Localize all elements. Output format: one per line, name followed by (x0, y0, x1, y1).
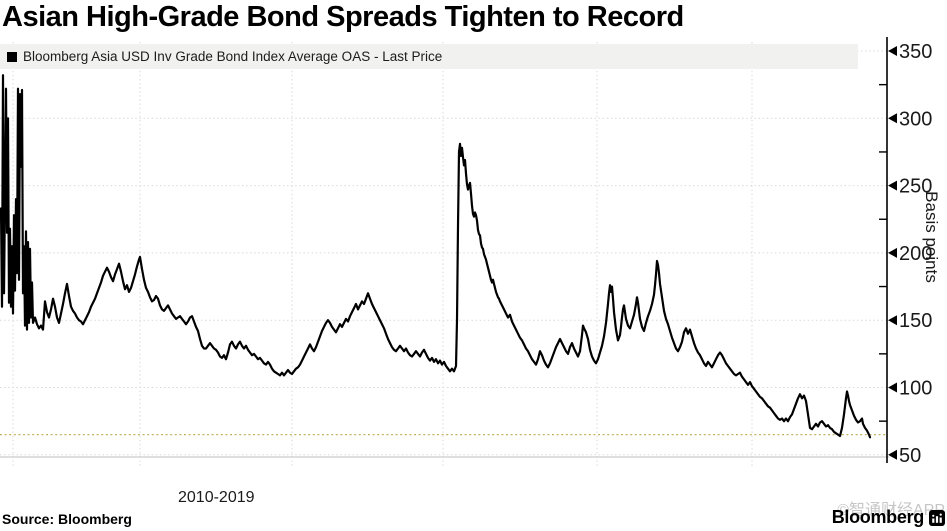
y-tick-label: 100 (899, 378, 932, 400)
source-attribution: Source: Bloomberg (2, 511, 132, 527)
bloomberg-brand: Bloomberg (832, 507, 945, 528)
y-tick-label: 300 (899, 108, 932, 130)
y-major-tick-arrow-icon (888, 46, 897, 56)
y-major-tick-arrow-icon (888, 113, 897, 124)
y-tick-label: 200 (899, 243, 932, 265)
bloomberg-terminal-icon (929, 509, 945, 526)
y-tick-label: 50 (899, 445, 921, 467)
y-axis-title: Basis points (922, 191, 941, 283)
y-major-tick-arrow-icon (888, 247, 897, 258)
bloomberg-logo-text: Bloomberg (831, 507, 925, 527)
y-major-tick-arrow-icon (888, 180, 897, 191)
legend: Bloomberg Asia USD Inv Grade Bond Index … (0, 44, 858, 69)
y-major-tick-arrow-icon (888, 449, 897, 460)
legend-series-label: Bloomberg Asia USD Inv Grade Bond Index … (23, 49, 443, 64)
legend-series-marker-icon (7, 51, 17, 62)
y-tick-label: 250 (899, 176, 932, 198)
y-major-tick-arrow-icon (888, 382, 897, 393)
y-tick-label: 350 (899, 41, 932, 63)
series-line (0, 74, 872, 439)
y-major-tick-arrow-icon (888, 315, 897, 326)
watermark-text: ©智通财经APP (837, 502, 945, 519)
y-tick-label: 150 (899, 310, 932, 332)
page-title: Asian High-Grade Bond Spreads Tighten to… (2, 1, 684, 33)
x-axis-period-label: 2010-2019 (178, 489, 255, 506)
